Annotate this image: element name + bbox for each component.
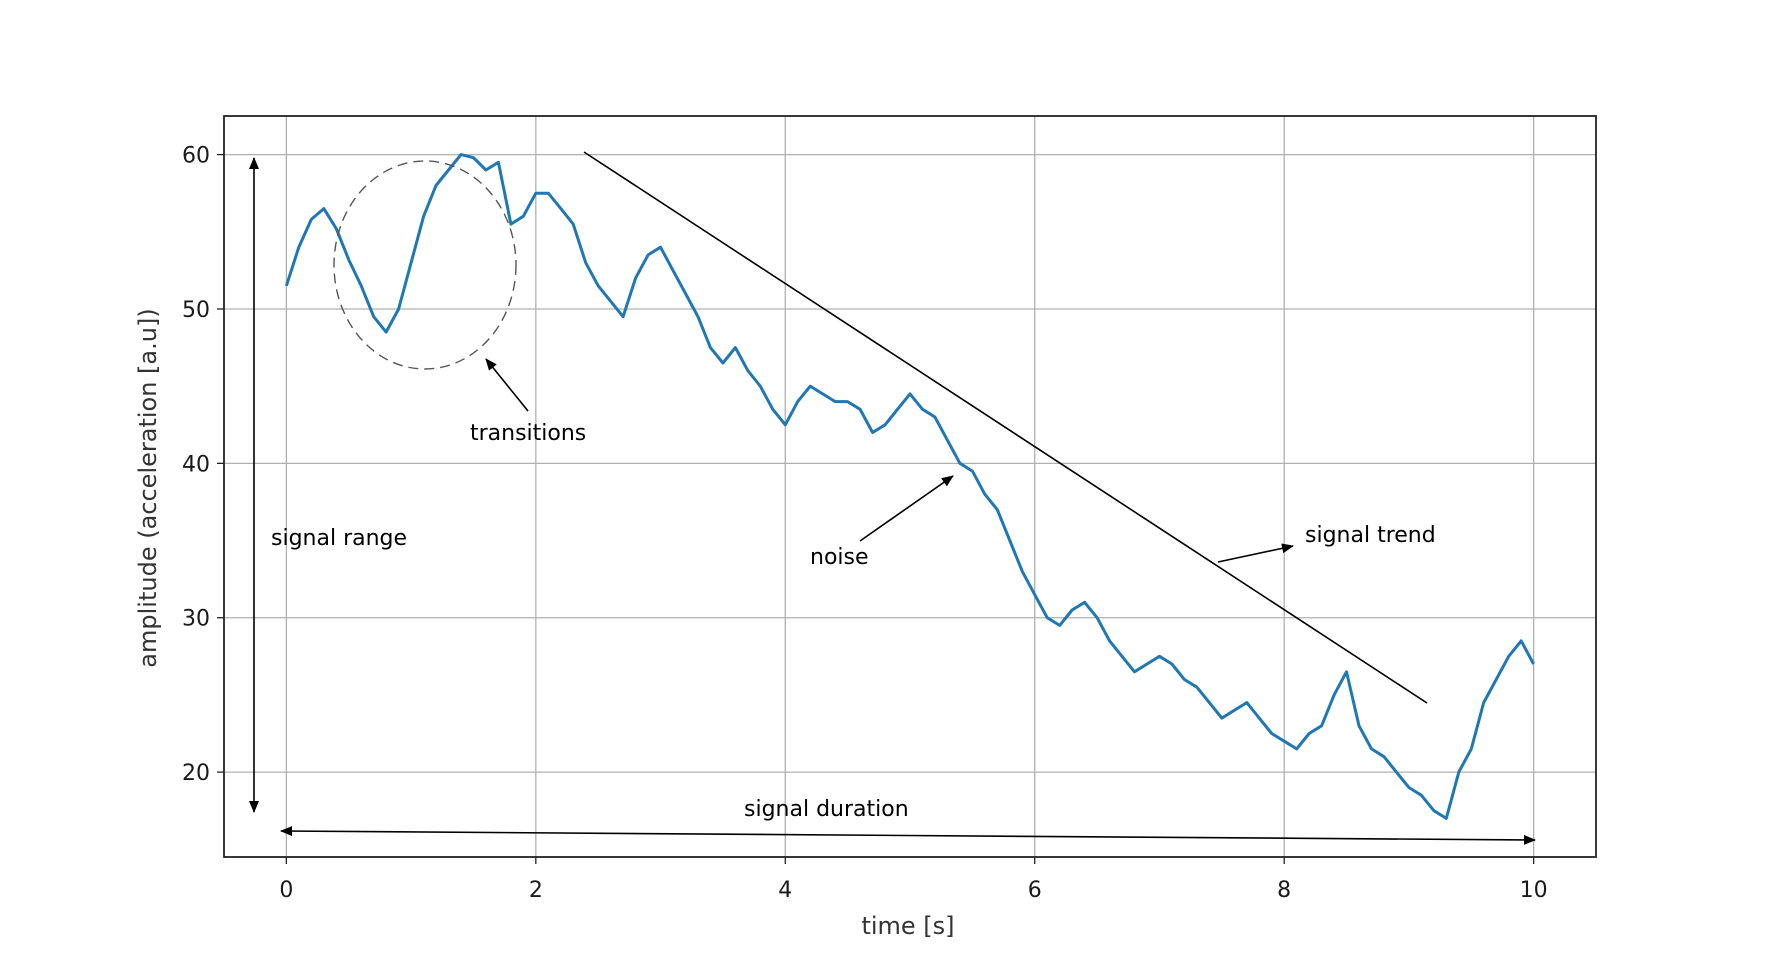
noise-arrow [859, 475, 954, 542]
series-layer [284, 153, 1535, 820]
x-tick-label: 8 [1277, 878, 1291, 903]
signal-series-line [284, 153, 1535, 820]
signal-duration-arrow [280, 826, 1536, 845]
x-tick-label: 6 [1028, 878, 1042, 903]
signal-trend-arrow [1217, 543, 1294, 563]
signal-duration-label: signal duration [744, 797, 909, 822]
x-tick-label: 0 [279, 878, 293, 903]
annotations: transitions noise signal trend signal ra… [249, 151, 1536, 845]
y-tick-label: 40 [182, 452, 210, 477]
trend-line [583, 151, 1428, 704]
x-tick-label: 2 [529, 878, 543, 903]
y-axis-label: amplitude (acceleration [a.u]) [134, 308, 162, 667]
ticks: 0 2 4 6 8 10 20 30 40 50 60 [182, 144, 1548, 903]
transitions-arrow [485, 358, 529, 412]
x-axis-label: time [s] [861, 912, 954, 940]
x-tick-label: 10 [1520, 878, 1548, 903]
grid [224, 116, 1596, 857]
y-tick-label: 60 [182, 144, 210, 169]
transitions-label: transitions [470, 421, 586, 446]
signal-trend-label: signal trend [1305, 523, 1436, 548]
y-tick-label: 30 [182, 607, 210, 632]
x-tick-label: 4 [778, 878, 792, 903]
signal-range-label: signal range [271, 526, 407, 551]
plot-frame [223, 115, 1597, 858]
transitions-ellipse [333, 160, 517, 370]
y-tick-label: 20 [182, 761, 210, 786]
noise-label: noise [810, 545, 869, 570]
y-tick-label: 50 [182, 298, 210, 323]
